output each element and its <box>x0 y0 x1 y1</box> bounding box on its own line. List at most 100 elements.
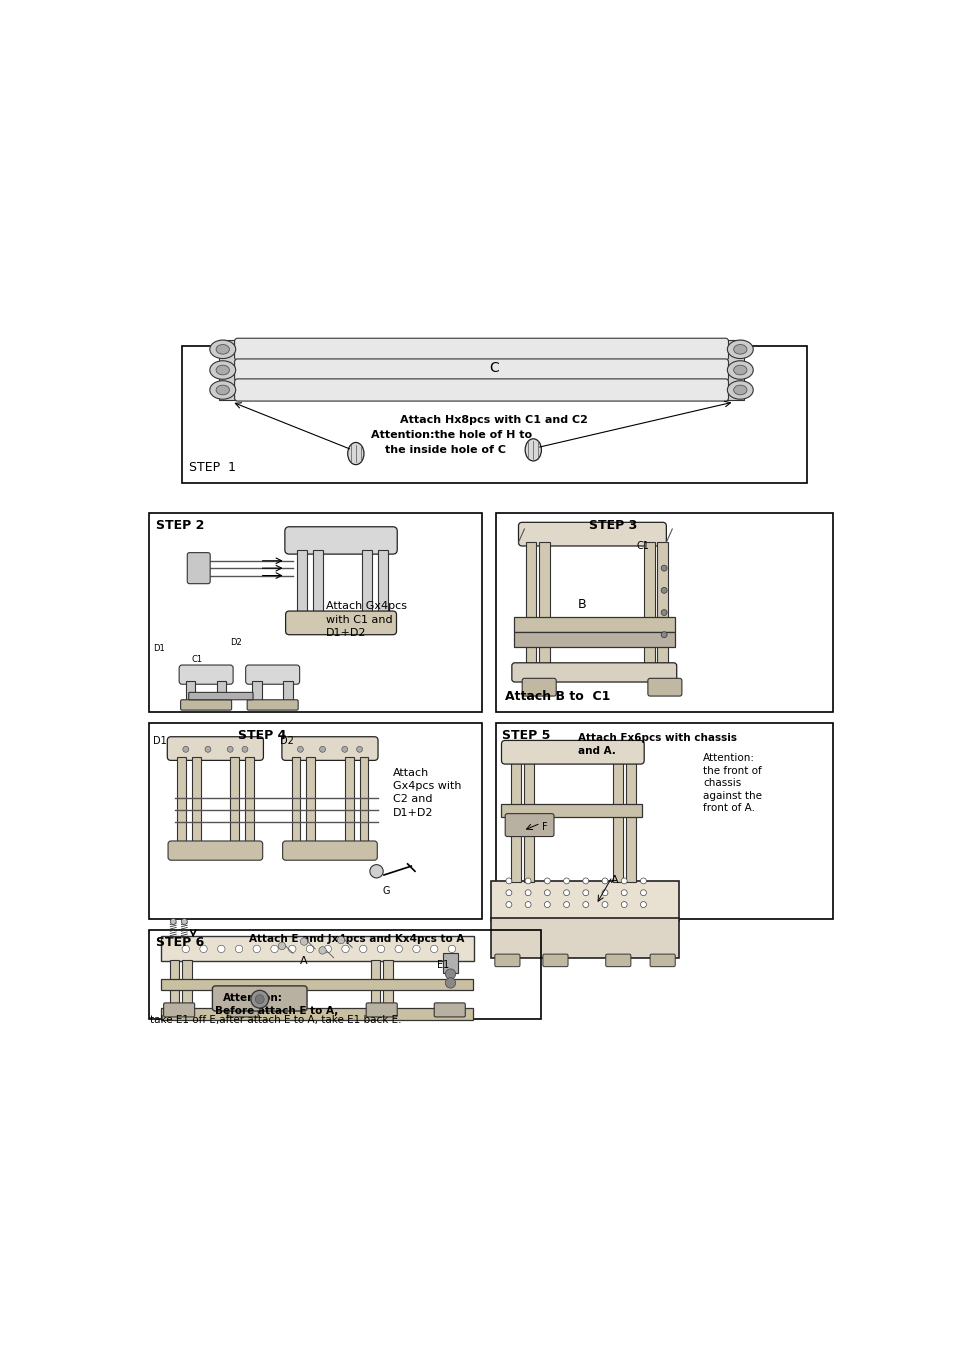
Bar <box>182 346 806 483</box>
FancyBboxPatch shape <box>168 841 262 860</box>
Bar <box>292 757 300 845</box>
Circle shape <box>199 945 207 953</box>
Bar <box>344 757 354 845</box>
Circle shape <box>271 945 278 953</box>
Bar <box>525 542 536 676</box>
Circle shape <box>370 865 383 877</box>
Ellipse shape <box>216 345 229 354</box>
Circle shape <box>620 890 626 895</box>
Circle shape <box>359 945 367 953</box>
FancyBboxPatch shape <box>234 379 728 402</box>
Circle shape <box>395 945 402 953</box>
Ellipse shape <box>726 341 753 358</box>
Circle shape <box>660 565 666 571</box>
Text: Attach E and Jx4pcs and Kx4pcs to A: Attach E and Jx4pcs and Kx4pcs to A <box>249 934 463 944</box>
Ellipse shape <box>733 385 746 395</box>
Circle shape <box>544 902 550 907</box>
Circle shape <box>601 902 607 907</box>
Text: with C1 and: with C1 and <box>326 615 393 625</box>
Ellipse shape <box>216 365 229 375</box>
Circle shape <box>183 746 189 752</box>
Circle shape <box>582 877 588 884</box>
Text: C1: C1 <box>637 541 649 550</box>
Circle shape <box>288 945 295 953</box>
Circle shape <box>582 890 588 895</box>
Bar <box>149 512 481 713</box>
Text: D1+D2: D1+D2 <box>326 629 366 638</box>
Circle shape <box>563 877 569 884</box>
Circle shape <box>253 945 260 953</box>
Text: STEP 2: STEP 2 <box>156 519 204 531</box>
Text: Before attach E to A,: Before attach E to A, <box>215 1006 338 1015</box>
Bar <box>383 960 393 1009</box>
Bar <box>496 512 832 713</box>
Circle shape <box>297 746 303 752</box>
FancyBboxPatch shape <box>161 1009 473 1019</box>
Circle shape <box>544 890 550 895</box>
Circle shape <box>524 902 531 907</box>
Circle shape <box>251 990 269 1009</box>
Circle shape <box>319 746 325 752</box>
Text: D1+D2: D1+D2 <box>393 807 433 818</box>
Text: B: B <box>577 598 586 611</box>
Circle shape <box>524 890 531 895</box>
Circle shape <box>620 877 626 884</box>
Circle shape <box>170 918 176 925</box>
Ellipse shape <box>726 381 753 399</box>
Text: Attach B to  C1: Attach B to C1 <box>505 690 610 703</box>
Circle shape <box>182 945 190 953</box>
Circle shape <box>601 890 607 895</box>
Text: Attach Gx4pcs: Attach Gx4pcs <box>326 602 407 611</box>
Circle shape <box>660 631 666 638</box>
Circle shape <box>448 945 456 953</box>
Bar <box>170 960 179 1009</box>
Text: A: A <box>610 875 618 886</box>
Bar <box>657 542 667 676</box>
FancyBboxPatch shape <box>491 882 679 921</box>
Text: STEP 5: STEP 5 <box>501 729 550 742</box>
FancyBboxPatch shape <box>164 1003 194 1017</box>
Ellipse shape <box>216 385 229 395</box>
Circle shape <box>601 877 607 884</box>
Bar <box>192 757 200 845</box>
FancyBboxPatch shape <box>160 937 474 961</box>
FancyBboxPatch shape <box>434 1003 465 1017</box>
Bar <box>283 681 293 703</box>
FancyBboxPatch shape <box>281 737 377 760</box>
Bar <box>306 757 314 845</box>
Ellipse shape <box>733 365 746 375</box>
FancyBboxPatch shape <box>246 665 299 684</box>
Bar <box>296 550 307 621</box>
Bar <box>182 960 192 1009</box>
Ellipse shape <box>347 442 364 465</box>
Text: the front of: the front of <box>702 765 761 776</box>
Circle shape <box>318 946 326 955</box>
Bar <box>176 757 186 845</box>
Circle shape <box>255 995 264 1003</box>
Circle shape <box>620 902 626 907</box>
FancyBboxPatch shape <box>501 804 641 817</box>
FancyBboxPatch shape <box>161 979 473 990</box>
Text: G: G <box>382 886 390 896</box>
FancyBboxPatch shape <box>521 679 556 696</box>
Text: STEP 3: STEP 3 <box>589 519 637 531</box>
Bar <box>149 723 481 919</box>
Circle shape <box>430 945 437 953</box>
Bar <box>724 339 743 400</box>
Text: Attention:: Attention: <box>222 994 282 1003</box>
Circle shape <box>242 746 248 752</box>
Circle shape <box>337 937 344 944</box>
Circle shape <box>639 890 646 895</box>
Text: Gx4pcs with: Gx4pcs with <box>393 781 461 791</box>
Circle shape <box>660 610 666 615</box>
FancyBboxPatch shape <box>282 841 376 860</box>
FancyBboxPatch shape <box>512 662 676 681</box>
FancyBboxPatch shape <box>649 955 675 967</box>
Bar <box>230 757 239 845</box>
Bar <box>538 542 549 676</box>
Bar <box>186 681 195 703</box>
FancyBboxPatch shape <box>605 955 630 967</box>
Bar <box>313 550 323 621</box>
Bar <box>613 753 622 883</box>
Text: C2 and: C2 and <box>393 795 432 804</box>
